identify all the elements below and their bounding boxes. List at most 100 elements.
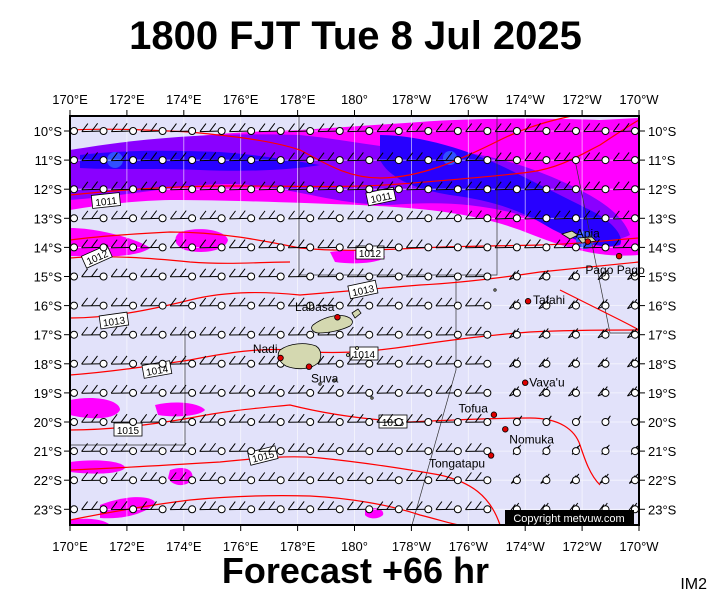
isobar-label: 1013 [102,315,126,329]
place-apia: Apia [576,227,600,245]
island-savaii [561,230,579,240]
wind-barb [568,328,580,339]
wind-barb [317,210,344,223]
wind-barb [465,297,492,310]
wind-barb [170,123,197,135]
lat-label-right: 22°S [648,473,677,488]
isobar-1012 [70,231,639,251]
wind-barb [597,386,610,397]
wind-barb [288,181,315,194]
place-label: Tofua [459,402,489,416]
lon-label-top: 176°W [449,92,489,107]
wind-barb [597,357,610,368]
isobar-label: 1012 [359,249,382,260]
wind-barb [288,123,315,135]
wind-barb [346,297,374,310]
wind-barb [346,413,374,426]
wind-barb [81,152,108,165]
lon-label-top: 174°W [506,92,546,107]
wind-barb [287,239,315,252]
wind-barb [228,268,256,281]
wind-barb [465,501,492,514]
place-label: Vava'u [529,376,564,390]
wind-barb [199,442,226,456]
wind-barb [538,299,551,310]
wind-barb [110,181,138,194]
lat-label-left: 16°S [34,299,63,314]
lon-label-bottom: 170°W [619,539,659,554]
wind-barb [405,384,433,397]
wind-barb [406,181,433,194]
isobar-label: 1011 [370,191,394,206]
wind-barb [229,210,256,223]
map-code: IM2 [680,576,707,593]
lon-label-top: 170°E [52,92,88,107]
lat-label-right: 12°S [648,182,677,197]
wind-barb [140,123,167,135]
wind-barb [346,326,374,339]
wind-barb [435,239,462,252]
place-labasa: Labasa [295,300,341,321]
wind-barb [81,210,108,223]
wind-barb [512,415,523,426]
wind-barb [542,444,551,456]
wind-barb [199,472,226,485]
wind-barb [435,268,462,281]
wind-barb [376,501,403,514]
wind-barb [553,239,580,252]
isobar-label: 1014 [353,350,376,361]
lat-label-left: 14°S [34,240,63,255]
wind-barb [140,355,167,368]
wind-barb [465,239,492,252]
lat-label-right: 23°S [648,502,677,517]
wind-barb [376,355,403,368]
wind-barb [508,299,521,310]
wind-barb [81,355,108,368]
wind-barb [199,413,226,426]
wind-barb [81,384,108,397]
wind-barb [406,152,433,165]
lon-label-bottom: 170°E [52,539,88,554]
wind-barb [346,239,374,252]
wind-barb [81,239,108,252]
wind-barb [287,472,315,485]
wind-barb [170,152,197,165]
lat-label-left: 12°S [34,182,63,197]
wind-barb [571,415,582,426]
wind-barb [612,239,639,252]
wind-barb [346,472,374,485]
wind-barb [435,297,462,310]
wind-barb [553,181,580,194]
wind-barb [258,413,285,426]
wind-barb [346,384,374,397]
wind-barb [405,297,433,310]
wind-barb [568,357,580,368]
lat-label-left: 20°S [34,415,63,430]
wind-barb [110,268,138,281]
wind-barb [140,384,167,397]
wind-barb [169,472,197,485]
isobar-labels: 1011 1011 1012 1012 1013 1013 1014 1014 … [80,186,408,466]
lat-label-right: 20°S [648,415,677,430]
wind-barb [347,181,374,194]
wind-barb [110,152,138,165]
wind-barb [81,181,108,194]
wind-barb [376,239,403,252]
wind-barb [597,269,610,281]
wind-barb [465,413,492,426]
map-frame [64,110,645,531]
wind-barb [110,326,138,339]
wind-barb [228,297,256,310]
wind-barb [538,328,551,339]
place-suva: Suva [305,363,339,386]
wind-barb [435,152,462,165]
map-title: 1800 FJT Tue 8 Jul 2025 [129,14,582,58]
island-taveuni [351,308,362,319]
lon-label-bottom: 178°E [280,539,316,554]
wind-barb [540,473,551,485]
wind-barb [435,472,462,485]
lon-label-top: 170°W [619,92,659,107]
place-label: Tongatapu [429,456,485,470]
wind-barb [612,210,639,223]
wind-barb [317,472,344,485]
